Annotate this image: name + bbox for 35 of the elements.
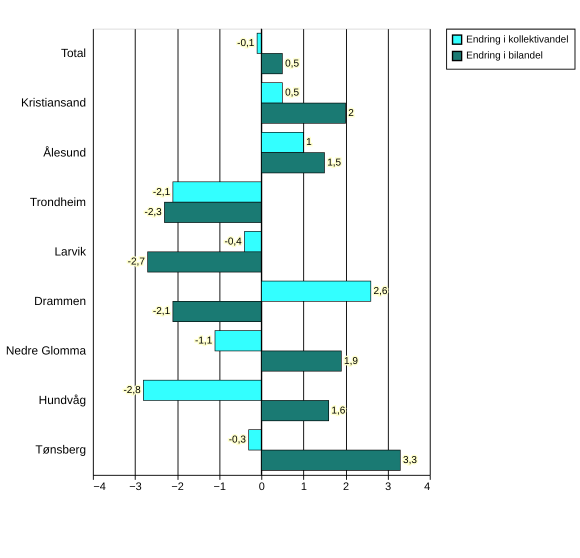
data-label: -2,3 [144, 207, 162, 218]
x-tick-label: −3 [129, 480, 142, 493]
data-label: -0,1 [237, 38, 255, 50]
x-tick-label: −4 [93, 480, 106, 493]
data-label: -2,1 [152, 186, 171, 198]
data-label: 2,6 [374, 286, 388, 297]
y-tick-label: Ålesund [43, 145, 86, 160]
x-tick-label: −1 [213, 480, 226, 493]
data-label: 1,6 [331, 405, 346, 416]
data-label: 1,5 [327, 158, 342, 169]
y-tick-label: Drammen [34, 294, 86, 308]
y-tick-label: Tønsberg [35, 442, 86, 457]
y-tick-label: Kristiansand [20, 96, 86, 110]
y-tick-label: Hundvåg [38, 393, 86, 408]
y-tick-label: Total [61, 46, 86, 60]
legend-label: Endring i bilandel [466, 50, 543, 62]
legend-label: Endring i kollektivandel [466, 34, 568, 46]
x-tick-label: 0 [258, 480, 265, 493]
data-label: -2,1 [152, 306, 171, 318]
x-tick-label: 4 [424, 480, 430, 493]
data-label: 3,3 [403, 454, 418, 466]
data-label: 0,5 [285, 58, 300, 70]
y-tick-label: Larvik [54, 244, 86, 258]
data-label: -0,4 [224, 236, 242, 248]
x-tick-label: 1 [300, 480, 307, 493]
x-tick-label: 3 [385, 480, 392, 493]
y-tick-label: Nedre Glomma [6, 344, 86, 358]
data-label: -0,3 [228, 434, 246, 446]
x-tick-label: 2 [342, 480, 350, 493]
data-label: -1,1 [195, 335, 213, 346]
data-label: 2 [348, 108, 354, 119]
y-tick-label: Trondheim [30, 194, 86, 209]
data-label: 1 [306, 137, 312, 148]
x-tick-label: −2 [171, 480, 184, 493]
data-label: 0,5 [285, 88, 300, 99]
